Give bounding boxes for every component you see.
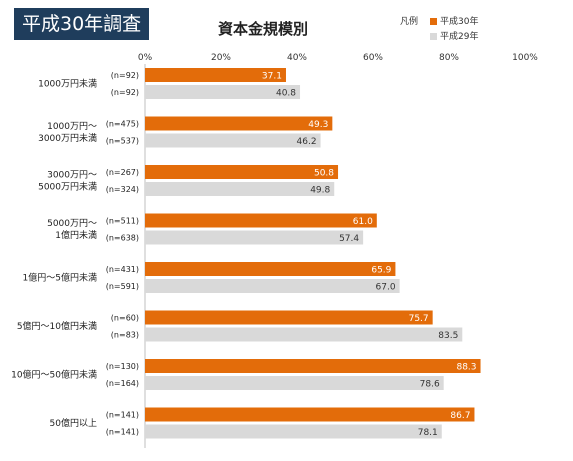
- sample-size-label: (n=92): [111, 88, 139, 97]
- bar-h30: [145, 116, 333, 131]
- legend-entry-h30: 平成30年: [430, 14, 478, 27]
- sample-size-label: (n=83): [111, 331, 139, 340]
- x-tick-label: 40%: [287, 53, 307, 63]
- sample-size-label: (n=164): [106, 379, 139, 388]
- sample-size-label: (n=141): [106, 411, 139, 420]
- bar-value-label: 50.8: [314, 169, 334, 179]
- bar-value-label: 83.5: [438, 331, 458, 341]
- category-label: 5000万円未満: [38, 181, 97, 193]
- x-tick-label: 20%: [211, 53, 231, 63]
- sample-size-label: (n=130): [106, 362, 139, 371]
- category-label: 1000万円未満: [38, 78, 97, 90]
- sample-size-label: (n=475): [106, 120, 139, 129]
- legend-entry-h29: 平成29年: [430, 29, 478, 42]
- sample-size-label: (n=431): [106, 265, 139, 274]
- category-label: 10億円～50億円未満: [11, 369, 97, 381]
- category-label: 1億円～5億円未満: [23, 272, 97, 284]
- sample-size-label: (n=511): [106, 217, 139, 226]
- bar-h29: [145, 230, 364, 245]
- category-label: 1億円未満: [55, 229, 97, 241]
- legend-swatch-h29: [430, 33, 437, 40]
- sample-size-label: (n=141): [106, 428, 139, 437]
- bar-h29: [145, 133, 321, 148]
- survey-year-badge: 平成30年調査: [14, 8, 150, 40]
- bar-value-label: 49.8: [310, 186, 330, 196]
- bar-h29: [145, 327, 463, 342]
- bar-h30: [145, 359, 481, 373]
- bar-h29: [145, 424, 442, 439]
- bar-h30: [145, 262, 396, 276]
- bar-value-label: 75.7: [409, 314, 429, 324]
- sample-size-label: (n=591): [106, 282, 139, 291]
- bar-value-label: 46.2: [297, 137, 317, 147]
- bar-value-label: 37.1: [262, 72, 282, 82]
- bar-value-label: 67.0: [376, 283, 396, 293]
- x-tick-label: 100%: [512, 53, 538, 63]
- bar-h30: [145, 165, 339, 179]
- legend-label-h30: 平成30年: [440, 17, 479, 27]
- bar-value-label: 49.3: [308, 120, 328, 130]
- category-label: 50億円以上: [50, 417, 97, 429]
- bar-value-label: 61.0: [353, 217, 373, 227]
- bar-h29: [145, 376, 444, 390]
- bar-h29: [145, 279, 400, 293]
- chart-title: 資本金規模別: [218, 20, 309, 38]
- bar-h30: [145, 407, 475, 422]
- bar-value-label: 57.4: [339, 234, 359, 244]
- category-label: 3000万円～: [47, 170, 97, 181]
- bar-h30: [145, 213, 377, 228]
- category-label: 5000万円～: [47, 218, 97, 229]
- bar-h30: [145, 68, 286, 82]
- x-tick-label: 60%: [363, 53, 383, 63]
- sample-size-label: (n=638): [106, 234, 139, 243]
- bar-value-label: 78.6: [420, 380, 440, 390]
- bar-value-label: 78.1: [418, 428, 438, 438]
- legend-label-h29: 平成29年: [440, 32, 479, 42]
- category-label: 5億円～10億円未満: [17, 320, 97, 332]
- sample-size-label: (n=537): [106, 137, 139, 146]
- bar-value-label: 40.8: [276, 89, 296, 99]
- category-label: 3000万円未満: [38, 132, 97, 144]
- legend-title: 凡例: [400, 17, 419, 27]
- legend-swatch-h30: [430, 18, 437, 25]
- sample-size-label: (n=60): [111, 314, 139, 323]
- bar-h29: [145, 85, 301, 99]
- x-tick-label: 0%: [138, 53, 153, 63]
- category-label: 1000万円～: [47, 121, 97, 132]
- sample-size-label: (n=92): [111, 71, 139, 80]
- bar-value-label: 88.3: [456, 363, 476, 373]
- bar-value-label: 65.9: [371, 266, 391, 276]
- bar-value-label: 86.7: [450, 411, 470, 421]
- sample-size-label: (n=324): [106, 185, 139, 194]
- bar-h29: [145, 182, 335, 196]
- bar-h30: [145, 310, 433, 325]
- sample-size-label: (n=267): [106, 168, 139, 177]
- x-tick-label: 80%: [439, 53, 459, 63]
